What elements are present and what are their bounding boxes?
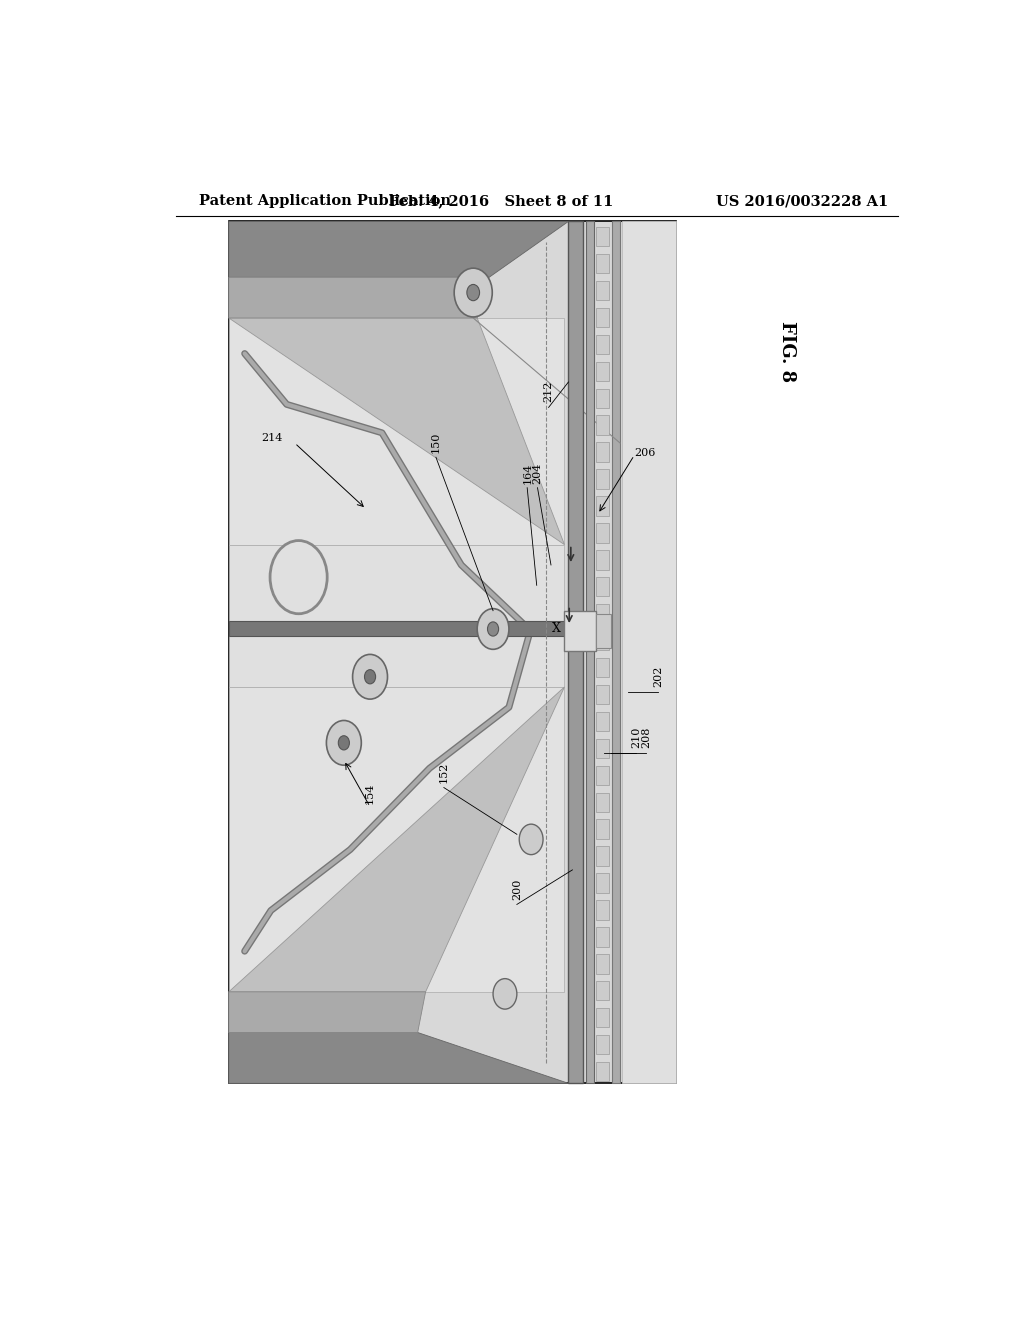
- Bar: [596, 388, 609, 408]
- Bar: [596, 470, 609, 488]
- Circle shape: [519, 824, 543, 854]
- Circle shape: [477, 609, 509, 649]
- Bar: [596, 614, 610, 648]
- Circle shape: [455, 268, 493, 317]
- Bar: [596, 711, 609, 731]
- Circle shape: [487, 622, 499, 636]
- Bar: [586, 222, 594, 1084]
- Bar: [612, 222, 621, 1084]
- Text: X: X: [552, 623, 561, 635]
- Bar: [596, 1035, 609, 1055]
- Text: FIG. 8: FIG. 8: [777, 321, 796, 381]
- Text: 212: 212: [544, 381, 554, 403]
- Circle shape: [327, 721, 361, 766]
- Bar: [596, 739, 609, 758]
- Polygon shape: [228, 620, 568, 636]
- Bar: [596, 685, 609, 704]
- Bar: [596, 523, 609, 543]
- Polygon shape: [228, 686, 564, 991]
- Polygon shape: [228, 318, 564, 545]
- Text: 150: 150: [431, 432, 441, 453]
- Bar: [564, 611, 596, 651]
- Text: Patent Application Publication: Patent Application Publication: [200, 194, 452, 209]
- Circle shape: [270, 541, 328, 614]
- Text: 200: 200: [512, 879, 522, 900]
- Bar: [596, 874, 609, 892]
- Text: US 2016/0032228 A1: US 2016/0032228 A1: [717, 194, 889, 209]
- Text: 208: 208: [641, 727, 651, 748]
- Bar: [596, 657, 609, 677]
- Bar: [596, 1061, 609, 1081]
- Circle shape: [494, 978, 517, 1008]
- Bar: [596, 792, 609, 812]
- Bar: [596, 416, 609, 434]
- Text: 164: 164: [522, 462, 532, 483]
- Bar: [596, 550, 609, 569]
- Polygon shape: [228, 686, 564, 991]
- Polygon shape: [228, 277, 489, 318]
- Text: 210: 210: [631, 727, 641, 748]
- Bar: [596, 981, 609, 1001]
- Polygon shape: [228, 991, 426, 1032]
- Polygon shape: [228, 318, 564, 545]
- Text: 214: 214: [262, 433, 283, 444]
- Bar: [596, 253, 609, 273]
- Bar: [596, 900, 609, 920]
- Bar: [596, 308, 609, 327]
- Bar: [596, 846, 609, 866]
- Bar: [568, 222, 583, 1084]
- Bar: [228, 222, 676, 1084]
- Polygon shape: [228, 1032, 568, 1084]
- Bar: [596, 442, 609, 462]
- Bar: [596, 335, 609, 354]
- Bar: [596, 227, 609, 247]
- Circle shape: [365, 669, 376, 684]
- Bar: [596, 605, 609, 623]
- Circle shape: [467, 284, 479, 301]
- Bar: [596, 927, 609, 946]
- Bar: [596, 1008, 609, 1027]
- Bar: [596, 362, 609, 381]
- Bar: [596, 954, 609, 974]
- Bar: [596, 281, 609, 300]
- Text: 206: 206: [634, 449, 655, 458]
- Bar: [596, 496, 609, 516]
- Polygon shape: [228, 222, 568, 277]
- Text: Feb. 4, 2016   Sheet 8 of 11: Feb. 4, 2016 Sheet 8 of 11: [389, 194, 613, 209]
- Bar: [596, 820, 609, 840]
- Polygon shape: [228, 545, 564, 686]
- Text: 202: 202: [653, 667, 664, 688]
- Text: 154: 154: [365, 783, 375, 804]
- Bar: [623, 222, 676, 1084]
- Text: 204: 204: [532, 462, 543, 483]
- Circle shape: [352, 655, 387, 700]
- Bar: [596, 631, 609, 651]
- Bar: [596, 577, 609, 597]
- Text: 152: 152: [439, 762, 449, 784]
- Bar: [596, 766, 609, 785]
- Circle shape: [338, 735, 349, 750]
